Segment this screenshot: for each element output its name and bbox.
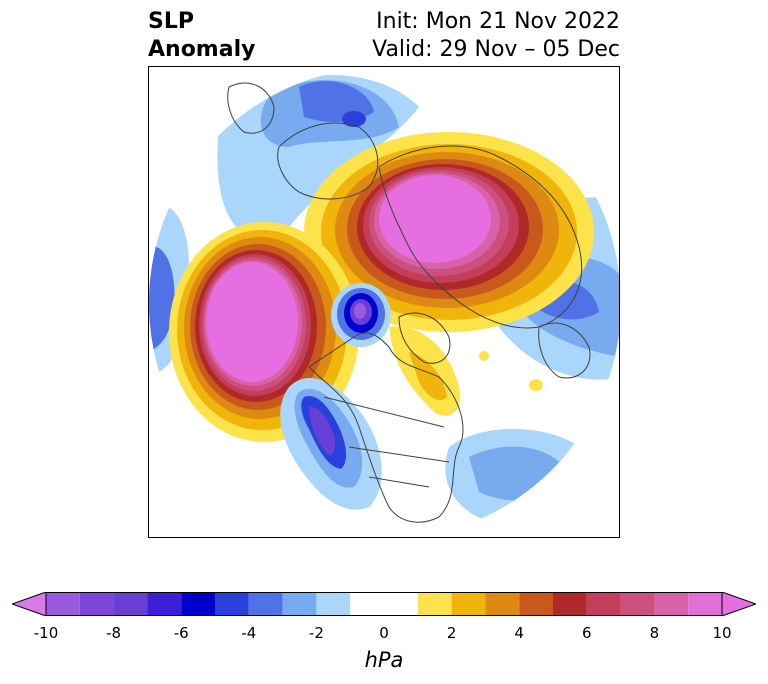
colorbar-bin — [688, 592, 722, 616]
title-line-anomaly: Anomaly — [148, 37, 256, 62]
init-date: Init: Mon 21 Nov 2022 — [376, 9, 620, 34]
border-us-canada — [323, 396, 450, 488]
colorbar-bin — [417, 592, 452, 616]
anomaly-arctic-high-core — [379, 175, 491, 263]
colorbar-tick-label: -4 — [241, 624, 257, 642]
colorbar-bin — [248, 592, 283, 616]
colorbar-bin — [519, 592, 553, 616]
map-panel — [148, 66, 620, 538]
colorbar-extend-low — [12, 592, 47, 616]
anomaly-aleutian-high-core — [206, 262, 298, 382]
anomaly-field — [149, 74, 619, 523]
colorbar-unit-label: hPa — [364, 648, 404, 672]
colorbar-bin — [181, 592, 215, 616]
title-line-slp: SLP — [148, 9, 194, 34]
anomaly-small-positive-2 — [529, 379, 543, 391]
colorbar-bin — [350, 592, 418, 616]
colorbar-tick-label: 8 — [649, 624, 660, 642]
anomaly-hudson-low-core — [354, 303, 366, 319]
colorbar-bin — [113, 592, 148, 616]
anomaly-negative-west-core — [149, 246, 175, 352]
colorbar-bin — [282, 592, 317, 616]
anomaly-scandinavian-low-core — [342, 111, 366, 127]
colorbar-tick-label: 4 — [514, 624, 524, 642]
title-right: Init: Mon 21 Nov 2022 Valid: 29 Nov – 05… — [372, 8, 620, 64]
colorbar-tick-label: 0 — [379, 624, 389, 642]
coastline-greenland — [398, 312, 451, 364]
anomaly-west-us-low-6hpa — [309, 406, 336, 455]
coastline-eurasia — [378, 145, 583, 329]
colorbar-tick-label: 6 — [582, 624, 592, 642]
coastline-europe — [277, 122, 379, 200]
colorbar-tick-label: -6 — [173, 624, 189, 642]
colorbar-bin — [215, 592, 249, 616]
colorbar-tick-label: -8 — [106, 624, 122, 642]
colorbar-bin — [485, 592, 520, 616]
coastlines — [227, 82, 591, 523]
coastline-north-america — [308, 332, 464, 523]
colorbar-tick-label: -10 — [33, 624, 59, 642]
colorbar-bin — [451, 592, 486, 616]
colorbar-bin — [654, 592, 689, 616]
colorbar-outline — [45, 592, 723, 616]
coastline-africa — [227, 82, 275, 134]
anomaly-labrador-high-2hpa — [409, 352, 447, 401]
valid-range: Valid: 29 Nov – 05 Dec — [372, 37, 620, 62]
colorbar — [12, 592, 756, 616]
anomaly-small-positive-1 — [479, 351, 489, 361]
anomaly-map — [149, 74, 619, 523]
colorbar-bin — [79, 592, 114, 616]
title-left: SLP Anomaly — [148, 8, 255, 64]
colorbar-bin — [316, 592, 351, 616]
colorbar-tick-label: 10 — [712, 624, 732, 642]
colorbar-bin — [553, 592, 587, 616]
colorbar-bin — [586, 592, 621, 616]
coastline-east-asia — [538, 322, 591, 379]
colorbar-bin — [620, 592, 655, 616]
colorbar-bin — [147, 592, 182, 616]
colorbar-extend-high — [721, 592, 756, 616]
colorbar-tick-label: 2 — [446, 624, 457, 642]
colorbar-bin — [46, 592, 80, 616]
colorbar-tick-label: -2 — [308, 624, 324, 642]
